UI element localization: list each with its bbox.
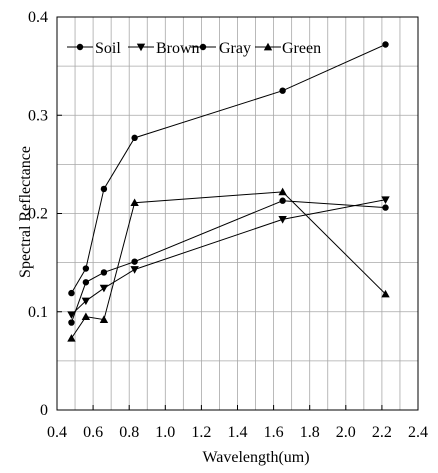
data-point-gray xyxy=(82,279,90,286)
legend-label-gray: Gray xyxy=(219,40,251,57)
data-point-brown xyxy=(381,196,390,204)
series-soil xyxy=(68,41,389,297)
legend-item-green: Green xyxy=(255,40,321,57)
series-line-gray xyxy=(70,200,386,323)
data-point-green xyxy=(99,315,109,323)
series-brown xyxy=(67,196,390,319)
data-point-gray xyxy=(131,258,138,265)
data-point-gray xyxy=(68,319,75,326)
legend-marker-soil xyxy=(76,43,84,51)
data-point-soil xyxy=(131,134,138,142)
series-line-brown xyxy=(71,199,386,316)
legend-label-green: Green xyxy=(282,40,321,57)
x-tick-label: 1.6 xyxy=(264,424,284,441)
data-point-green xyxy=(130,198,139,207)
legend-item-gray: Gray xyxy=(190,40,251,57)
y-tick-label: 0.3 xyxy=(28,107,48,124)
data-point-brown xyxy=(130,266,139,274)
y-axis-title: Spectral Reflectance xyxy=(17,146,34,278)
y-tick-label: 0.4 xyxy=(28,9,48,26)
legend: Soil Brown Gray Green xyxy=(67,40,321,57)
y-tick-label: 0.1 xyxy=(28,304,48,321)
data-point-brown xyxy=(99,284,109,293)
x-axis-title: Wavelength(um) xyxy=(202,449,309,466)
data-point-green xyxy=(81,312,91,321)
x-tick-label: 1.2 xyxy=(191,424,211,441)
legend-marker-green xyxy=(263,42,273,51)
data-point-green xyxy=(67,334,76,342)
series-group xyxy=(67,41,390,342)
data-point-brown xyxy=(278,216,287,224)
legend-marker-gray xyxy=(199,43,207,51)
data-point-soil xyxy=(382,41,389,48)
data-point-brown xyxy=(81,297,91,306)
data-point-gray xyxy=(100,269,108,276)
data-point-brown xyxy=(67,311,76,319)
x-tick-label: 2.0 xyxy=(336,424,356,441)
legend-item-soil: Soil xyxy=(67,40,121,57)
series-gray xyxy=(68,197,389,326)
data-point-gray xyxy=(279,197,286,204)
y-tick-label: 0 xyxy=(40,402,48,419)
x-tick-label: 0.4 xyxy=(47,424,67,441)
series-line-soil xyxy=(71,44,386,294)
grid xyxy=(57,17,418,410)
legend-marker-brown xyxy=(136,43,146,52)
x-tick-label: 1.4 xyxy=(228,424,248,441)
data-point-gray xyxy=(382,204,389,211)
data-point-green xyxy=(278,187,287,196)
x-tick-label: 2.2 xyxy=(372,424,392,441)
data-point-soil xyxy=(82,265,90,272)
x-tick-label: 1.0 xyxy=(155,424,175,441)
series-line-green xyxy=(71,191,386,339)
axes: 0.4 0.6 0.8 1.0 1.2 1.4 1.6 1.8 2.0 2.2 2.4 0 0.1 0.2… xyxy=(28,9,428,441)
data-point-soil xyxy=(279,87,286,94)
series-green xyxy=(67,187,390,342)
x-tick-label: 0.6 xyxy=(83,424,103,441)
legend-item-brown: Brown xyxy=(128,40,200,57)
legend-label-brown: Brown xyxy=(156,40,200,57)
data-point-soil xyxy=(68,289,75,297)
data-point-soil xyxy=(100,185,108,193)
data-point-green xyxy=(381,289,390,298)
x-tick-label: 1.8 xyxy=(300,424,320,441)
x-tick-label: 2.4 xyxy=(408,424,428,441)
legend-label-soil: Soil xyxy=(95,40,121,57)
x-tick-label: 0.8 xyxy=(119,424,139,441)
y-tick-label: 0.2 xyxy=(28,206,48,223)
